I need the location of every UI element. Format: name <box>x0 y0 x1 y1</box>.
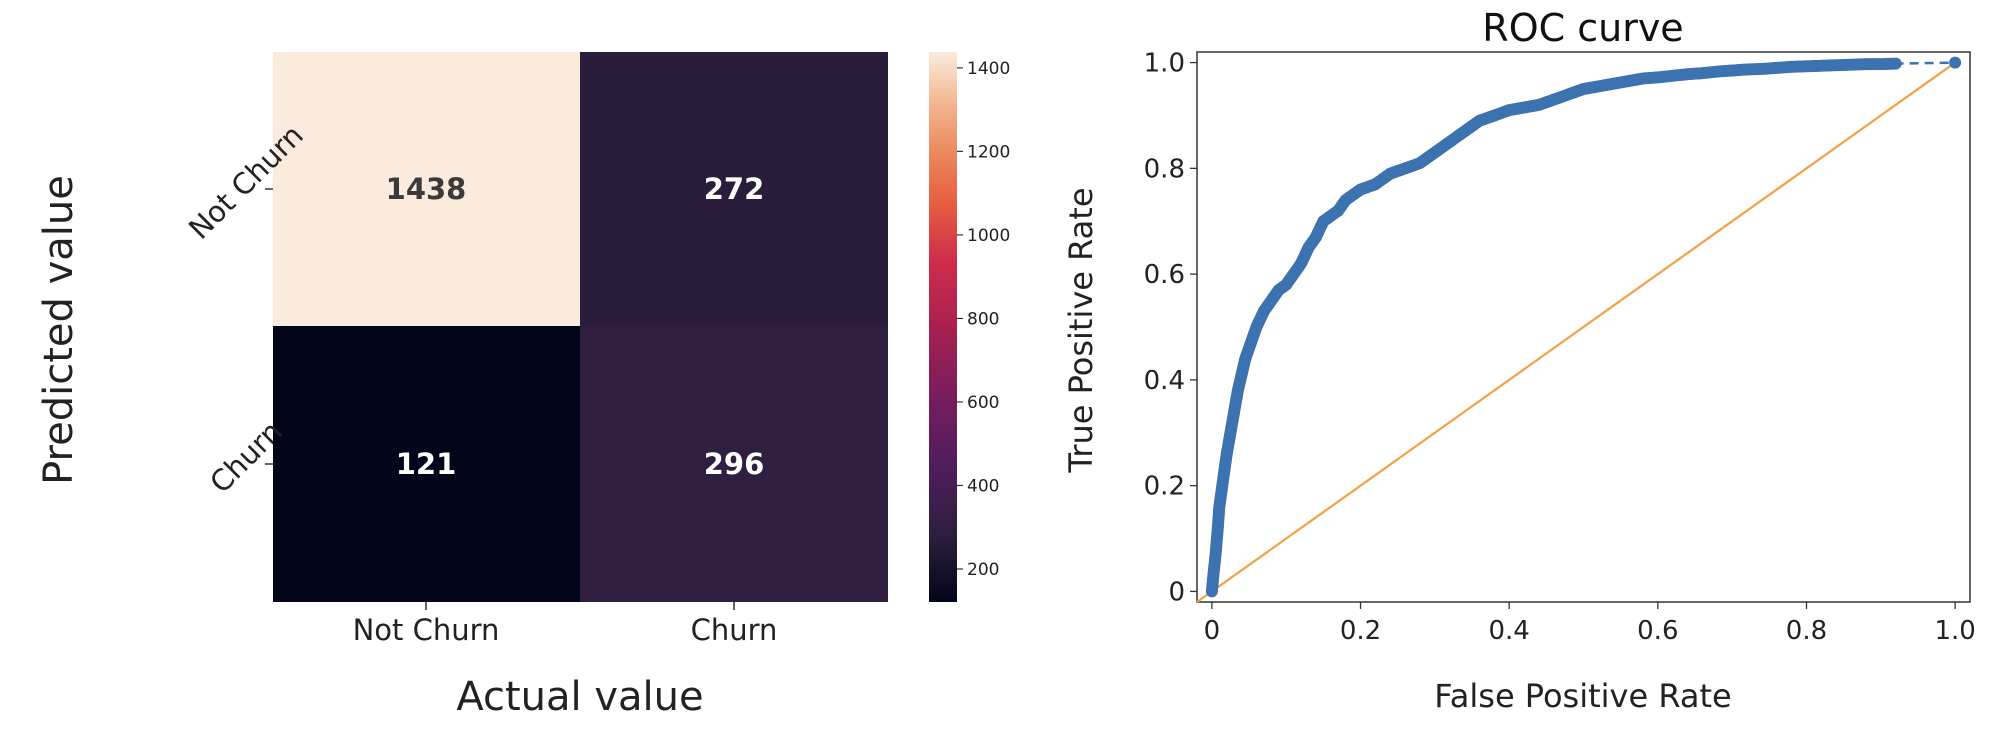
roc-xtick-label: 0.6 <box>1637 616 1678 646</box>
heatmap-cell-churn-not-churn <box>273 326 580 602</box>
roc-curve-markers <box>1205 56 1962 598</box>
roc-xticks: 0 0.2 0.4 0.6 0.8 1.0 <box>1204 602 1976 646</box>
roc-point <box>1889 57 1902 70</box>
roc-title: ROC curve <box>1482 6 1683 50</box>
heatmap-cell-not-churn-churn <box>580 52 888 326</box>
colorbar: 200 400 600 800 1000 1200 1400 <box>929 52 1010 602</box>
heatmap-value-churn-churn: 296 <box>704 447 765 481</box>
roc-axes-frame <box>1196 51 1971 603</box>
roc-ytick-label: 0.4 <box>1144 366 1185 396</box>
colorbar-ticks: 200 400 600 800 1000 1200 1400 <box>957 59 1010 580</box>
roc-ylabel: True Positive Rate <box>1062 187 1100 473</box>
roc-point <box>1949 56 1962 69</box>
heatmap-xtick-label-churn: Churn <box>691 613 778 647</box>
roc-chance-line <box>1196 61 1956 603</box>
heatmap-value-not-churn-churn: 272 <box>704 172 765 206</box>
roc-ytick-label: 0.8 <box>1144 154 1185 184</box>
heatmap-xtick-label-not-churn: Not Churn <box>353 613 500 647</box>
roc-yticks: 0 0.2 0.4 0.6 0.8 1.0 <box>1144 49 1197 607</box>
colorbar-gradient <box>929 52 957 602</box>
heatmap-ylabel: Predicted value <box>36 175 82 485</box>
colorbar-tick-label: 400 <box>967 476 999 496</box>
roc-ytick-label: 0.2 <box>1144 472 1185 502</box>
colorbar-tick-label: 1000 <box>967 226 1010 246</box>
colorbar-tick-label: 200 <box>967 560 999 580</box>
roc-xtick-label: 1.0 <box>1934 616 1975 646</box>
roc-ytick-label: 0 <box>1168 577 1185 607</box>
heatmap-value-not-churn-not-churn: 1438 <box>386 172 467 206</box>
confusion-matrix-heatmap: 1438 272 121 296 Not Churn Churn Not Chu… <box>36 52 888 720</box>
roc-series <box>1196 56 1962 603</box>
heatmap-cell-churn-churn <box>580 326 888 602</box>
heatmap-cell-not-churn-not-churn <box>273 52 580 326</box>
roc-ytick-label: 0.6 <box>1144 260 1185 290</box>
roc-xtick-label: 0 <box>1204 616 1221 646</box>
colorbar-tick-label: 800 <box>967 309 999 329</box>
colorbar-tick-label: 1400 <box>967 59 1010 79</box>
colorbar-tick-label: 1200 <box>967 142 1010 162</box>
roc-xtick-label: 0.2 <box>1340 616 1381 646</box>
colorbar-tick-label: 600 <box>967 393 999 413</box>
roc-xtick-label: 0.4 <box>1488 616 1529 646</box>
roc-xtick-label: 0.8 <box>1786 616 1827 646</box>
roc-xlabel: False Positive Rate <box>1434 677 1731 715</box>
roc-ytick-label: 1.0 <box>1144 49 1185 79</box>
heatmap-xlabel: Actual value <box>456 674 703 720</box>
heatmap-value-churn-not-churn: 121 <box>396 447 457 481</box>
roc-plot: ROC curve 0 0.2 0.4 0.6 0.8 1.0 0 0.2 0.4 0.6 0.8… <box>1062 6 1976 715</box>
